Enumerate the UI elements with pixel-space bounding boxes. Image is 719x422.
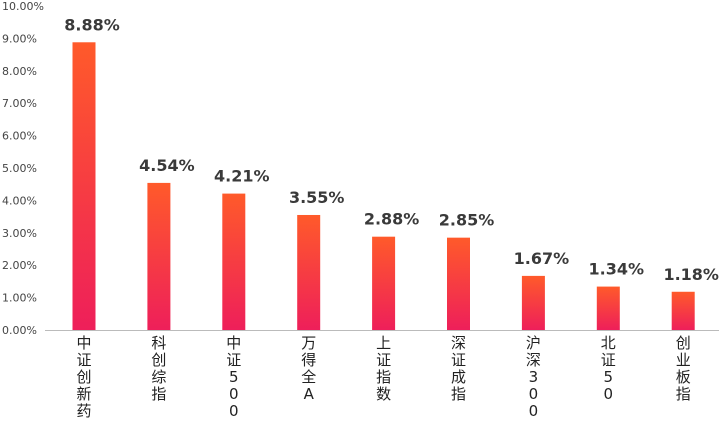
data-label: 4.21% — [214, 167, 270, 186]
y-axis: 0.00% 1.00% 2.00% 3.00% 4.00% 5.00% 6.00% 7.00%… — [2, 0, 44, 337]
bar — [521, 275, 545, 330]
bar — [447, 237, 470, 330]
x-tick-label: 深证成指 — [451, 334, 466, 403]
bar — [72, 42, 96, 331]
bar — [372, 236, 396, 330]
data-label: 1.67% — [514, 249, 570, 268]
y-tick-label: 9.00% — [2, 32, 37, 45]
data-label: 1.34% — [589, 260, 645, 279]
y-tick-label: 0.00% — [2, 324, 37, 337]
y-tick-label: 10.00% — [2, 0, 44, 13]
data-label: 2.88% — [364, 210, 420, 229]
x-tick-label: 科创综指 — [151, 334, 166, 403]
bar — [222, 193, 246, 330]
y-tick-label: 7.00% — [2, 97, 37, 110]
bars: 8.88% 4.54% 4.21% 3.55% 2.88% 2.85% 1.67% 1.34%… — [64, 15, 719, 331]
bar — [297, 214, 321, 330]
bar — [147, 182, 171, 330]
data-label: 1.18% — [663, 265, 719, 284]
y-tick-label: 2.00% — [2, 259, 37, 272]
y-tick-label: 3.00% — [2, 227, 37, 240]
category-labels: 中证创新药 科创综指 中证 5 0 0 万得全 A 上证指数 深证成指 沪深 3 0 0 北证 5 0 创业板指 — [76, 334, 690, 420]
y-tick-label: 1.00% — [2, 292, 37, 305]
data-label: 3.55% — [289, 188, 345, 207]
data-label: 8.88% — [64, 15, 120, 34]
bar — [671, 291, 695, 330]
y-tick-label: 5.00% — [2, 162, 37, 175]
x-tick-label: 万得全 A — [301, 334, 316, 403]
y-tick-label: 8.00% — [2, 65, 37, 78]
x-tick-label: 创业板指 — [676, 334, 691, 403]
y-tick-label: 6.00% — [2, 130, 37, 143]
y-tick-label: 4.00% — [2, 194, 37, 207]
data-label: 4.54% — [139, 156, 195, 175]
x-tick-label: 上证指数 — [376, 334, 391, 403]
x-tick-label: 中证创新药 — [76, 334, 91, 420]
x-tick-label: 沪深 3 0 0 — [526, 334, 541, 420]
x-tick-label: 中证 5 0 0 — [226, 334, 241, 420]
x-tick-label: 北证 5 0 — [601, 334, 616, 403]
data-label: 2.85% — [439, 211, 495, 230]
bar — [596, 286, 620, 330]
